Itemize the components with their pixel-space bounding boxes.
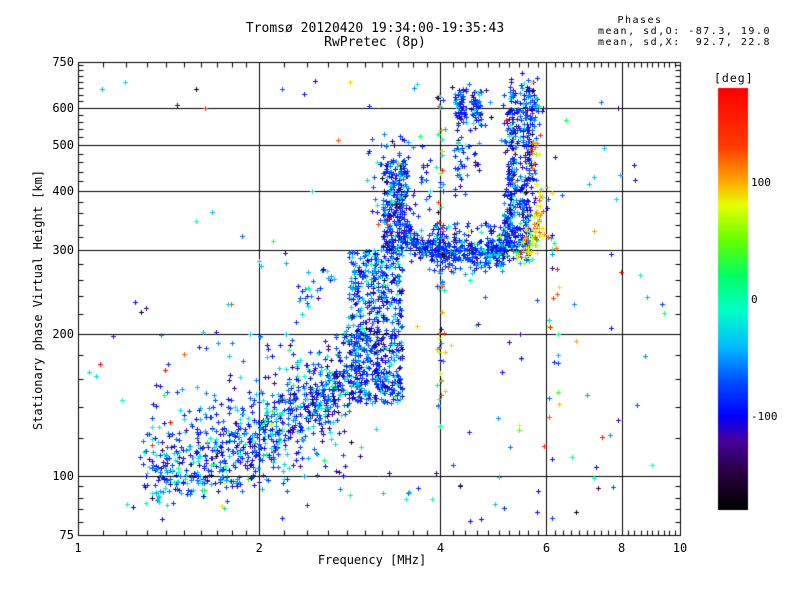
plot-subtitle: RwPretec (8p) [324,35,426,50]
phase-stats-x-mode: mean, sd,X: 92.7, 22.8 [598,37,771,48]
y-tick-label: 750 [52,55,74,69]
colorbar-tick-label: 0 [751,293,758,306]
x-tick-label: 10 [672,541,688,555]
x-tick-label: 6 [542,541,551,555]
x-tick-label: 1 [74,541,82,555]
x-tick-label: 8 [618,541,626,555]
plot-title: Tromsø 20120420 19:34:00-19:35:43 [245,21,505,36]
y-tick-label: 500 [52,138,74,153]
colorbar-unit-label: [deg] [714,71,754,85]
y-tick-label: 200 [52,326,74,341]
phase-stats-o-mode: mean, sd,O: -87.3, 19.0 [598,26,771,37]
x-tick-label: 2 [255,541,263,555]
colorbar-tick-label: 100 [751,175,771,189]
colorbar-tick-label: -100 [751,410,778,424]
y-tick-label: 300 [52,243,74,258]
y-tick-label: 75 [59,528,74,542]
y-tick-label: 600 [52,100,74,115]
y-tick-label: 400 [52,184,74,199]
x-tick-label: 4 [436,541,445,555]
y-axis-label: Stationary phase Virtual Height [km] [31,169,45,431]
phase-stats-header: Phases [617,15,663,26]
y-tick-label: 100 [52,468,74,483]
x-axis-label: Frequency [MHz] [317,553,427,567]
